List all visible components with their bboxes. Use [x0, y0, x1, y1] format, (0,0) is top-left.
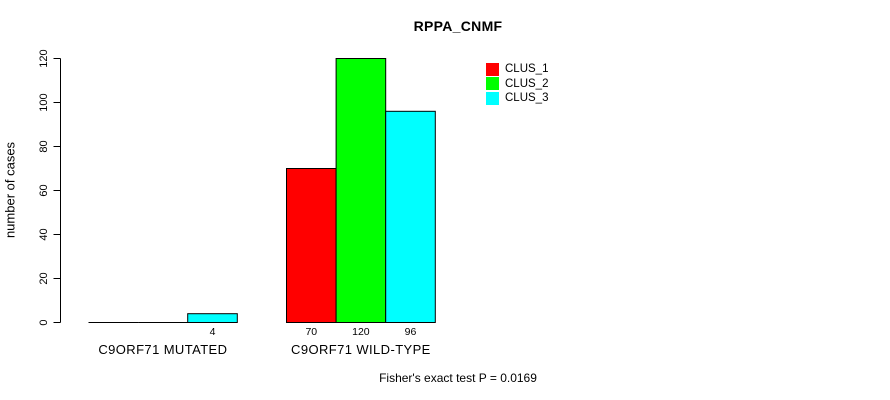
bar-value-label: 120: [352, 326, 370, 338]
bar-value-label: 96: [405, 326, 417, 338]
bar-value-label: 4: [210, 326, 216, 338]
y-axis-title: number of cases: [2, 141, 18, 239]
y-axis-tick-label: 60: [38, 184, 50, 196]
bar-value-label: 70: [305, 326, 317, 338]
bar-CLUS_1-group2: [286, 168, 337, 323]
y-axis-tick-label: 0: [38, 319, 50, 325]
y-axis-tick-label: 20: [38, 272, 50, 284]
legend-swatch-CLUS_2: [486, 77, 499, 91]
legend-label: CLUS_2: [505, 77, 549, 90]
legend-label: CLUS_3: [505, 92, 549, 105]
legend-swatch-CLUS_1: [486, 62, 499, 76]
y-axis-tick-label: 40: [38, 228, 50, 240]
legend-label: CLUS_1: [505, 63, 549, 76]
legend-swatch-CLUS_3: [486, 91, 499, 105]
legend-item-CLUS_1: CLUS_1: [486, 62, 548, 77]
chart-title: RPPA_CNMF: [413, 18, 503, 34]
bar-CLUS_2-group2: [335, 58, 387, 323]
bar-CLUS_3-group2: [385, 110, 436, 323]
legend-item-CLUS_3: CLUS_3: [486, 91, 548, 106]
y-axis-tick-label: 120: [38, 49, 50, 67]
bar-CLUS_3-group1: [187, 313, 238, 324]
y-axis-tick-label: 80: [38, 140, 50, 152]
y-axis-tick-label: 100: [38, 93, 50, 111]
legend-item-CLUS_2: CLUS_2: [486, 77, 548, 92]
fisher-test-annotation: Fisher's exact test P = 0.0169: [379, 371, 537, 385]
x-axis-group-label: C9ORF71 WILD-TYPE: [291, 342, 431, 357]
legend: CLUS_1 CLUS_2 CLUS_3: [486, 62, 548, 106]
x-axis-group-label: C9ORF71 MUTATED: [98, 342, 227, 357]
